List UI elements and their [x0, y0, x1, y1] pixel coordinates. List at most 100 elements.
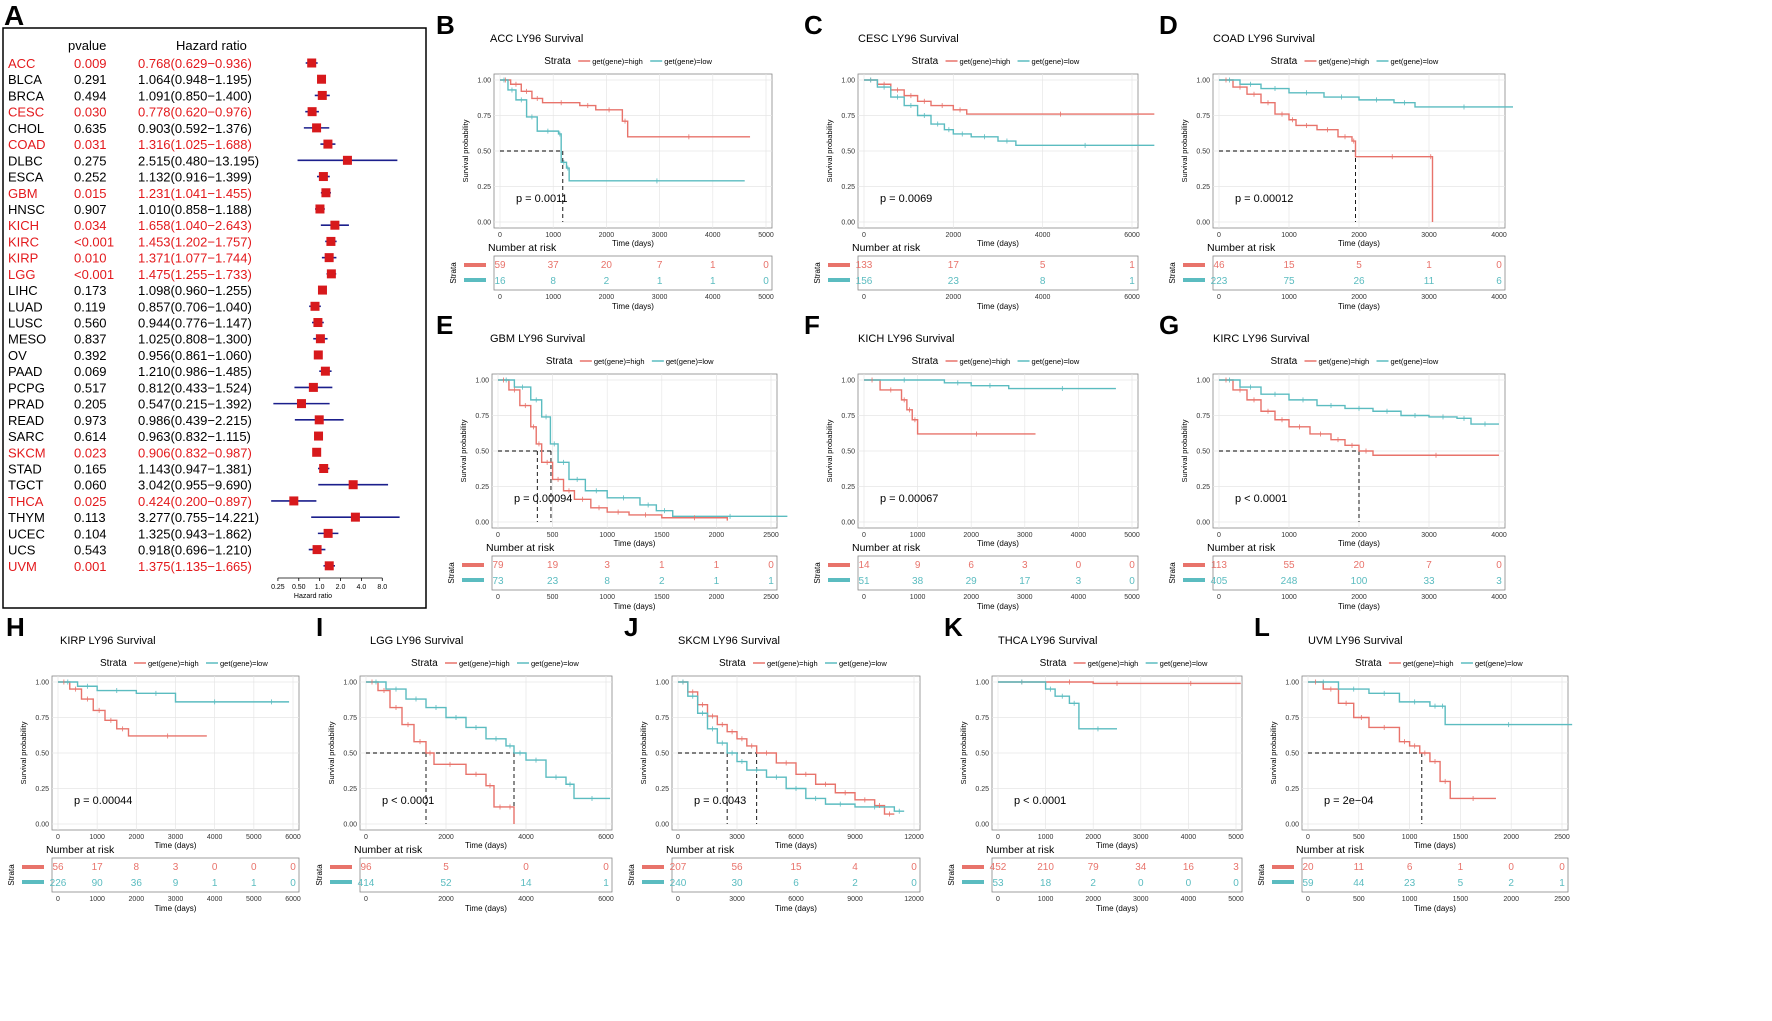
legend-low-label: get(gene)=low — [666, 357, 714, 366]
hr-marker — [307, 58, 317, 68]
forest-row: THCA 0.025 0.424(0.200−0.897) — [8, 494, 317, 509]
y-tick-label: 0.75 — [655, 715, 669, 722]
hr-cell: 0.547(0.215−1.392) — [138, 397, 252, 412]
risk-high-swatch — [828, 563, 850, 567]
risk-x-tick-label: 0 — [1217, 294, 1221, 301]
forest-row: LGG <0.001 1.475(1.255−1.733) — [8, 267, 337, 282]
forest-row: SKCM 0.023 0.906(0.832−0.987) — [8, 445, 322, 460]
hr-marker — [315, 204, 325, 214]
x-tick-label: 1500 — [1453, 834, 1469, 841]
km-title: KIRP LY96 Survival — [60, 635, 156, 647]
risk-x-tick-label: 0 — [1306, 896, 1310, 903]
risk-x-tick-label: 0 — [498, 294, 502, 301]
hr-cell: 0.956(0.861−1.060) — [138, 348, 252, 363]
hr-marker — [315, 334, 325, 344]
cancer-name: OV — [8, 348, 27, 363]
risk-low-count: 2 — [1090, 878, 1096, 889]
y-axis-label: Survival probability — [327, 721, 336, 784]
km-curve-low — [864, 379, 1116, 390]
x-tick-label: 1000 — [910, 532, 926, 539]
risk-x-axis-label: Time (days) — [465, 904, 507, 913]
y-tick-label: 0.75 — [35, 715, 49, 722]
forest-row: BRCA 0.494 1.091(0.850−1.400) — [8, 88, 330, 103]
y-tick-label: 0.25 — [477, 184, 491, 191]
risk-x-tick-label: 1000 — [1038, 896, 1054, 903]
legend-high-label: get(gene)=high — [1403, 659, 1454, 668]
risk-x-tick-label: 4000 — [1035, 294, 1051, 301]
y-tick-label: 0.75 — [343, 715, 357, 722]
x-axis-label: Time (days) — [1338, 539, 1380, 548]
risk-low-count: 0 — [1233, 878, 1239, 889]
pvalue-cell: 0.973 — [74, 413, 107, 428]
km-panel-k: K THCA LY96 Survival Strata get(gene)=high g… — [944, 612, 1244, 913]
forest-row: READ 0.973 0.986(0.439−2.215) — [8, 413, 344, 428]
panel-label: L — [1254, 612, 1270, 642]
p-value: p = 0.0069 — [880, 193, 932, 205]
x-tick-label: 2000 — [129, 834, 145, 841]
risk-x-tick-label: 2000 — [1351, 294, 1367, 301]
hr-cell: 1.658(1.040−2.643) — [138, 218, 252, 233]
y-tick-label: 0.75 — [1196, 413, 1210, 420]
risk-high-count: 1 — [1426, 260, 1432, 271]
risk-high-count: 0 — [290, 862, 296, 873]
hr-cell: 1.453(1.202−1.757) — [138, 234, 252, 249]
hr-marker — [314, 431, 324, 441]
forest-row: LIHC 0.173 1.098(0.960−1.255) — [8, 283, 327, 298]
panel-label: F — [804, 310, 820, 340]
risk-x-tick-label: 3000 — [1421, 294, 1437, 301]
risk-low-count: 6 — [793, 878, 799, 889]
risk-high-count: 59 — [494, 260, 506, 271]
risk-x-tick-label: 2000 — [963, 594, 979, 601]
x-tick-label: 2000 — [946, 232, 962, 239]
hr-cell: 1.010(0.858−1.188) — [138, 202, 252, 217]
hr-cell: 3.042(0.955−9.690) — [138, 478, 252, 493]
x-tick-label: 6000 — [598, 834, 614, 841]
x-tick-label: 4000 — [1071, 532, 1087, 539]
x-tick-label: 4000 — [518, 834, 534, 841]
risk-high-count: 0 — [1508, 862, 1514, 873]
risk-high-count: 0 — [911, 862, 917, 873]
forest-row: DLBC 0.275 2.515(0.480−13.195) — [8, 153, 398, 168]
risk-x-tick-label: 3000 — [652, 294, 668, 301]
x-tick-label: 9000 — [847, 834, 863, 841]
legend-title: Strata — [1271, 356, 1298, 367]
risk-x-axis-label: Time (days) — [614, 602, 656, 611]
x-axis-label: Time (days) — [1096, 841, 1138, 850]
risk-high-swatch — [462, 563, 484, 567]
y-tick-label: 0.25 — [841, 184, 855, 191]
cancer-name: ESCA — [8, 170, 44, 185]
pvalue-cell: 0.614 — [74, 429, 107, 444]
risk-low-swatch — [464, 278, 486, 282]
risk-x-tick-label: 1500 — [654, 594, 670, 601]
legend-low-label: get(gene)=low — [1032, 357, 1080, 366]
forest-axis: 0.25 0.50 1.0 2.0 4.0 8.0 — [271, 577, 387, 591]
hr-cell: 1.210(0.986−1.485) — [138, 364, 252, 379]
risk-high-count: 0 — [1496, 260, 1502, 271]
legend-low-label: get(gene)=low — [1391, 57, 1439, 66]
x-tick-label: 0 — [496, 532, 500, 539]
hr-marker — [312, 545, 322, 555]
pvalue-cell: 0.907 — [74, 202, 107, 217]
legend-high-label: get(gene)=high — [592, 57, 643, 66]
risk-low-count: 6 — [1496, 276, 1502, 287]
cancer-name: ACC — [8, 56, 35, 71]
hr-cell: 1.316(1.025−1.688) — [138, 137, 252, 152]
x-tick-label: 3000 — [168, 834, 184, 841]
hr-cell: 0.857(0.706−1.040) — [138, 299, 252, 314]
risk-low-count: 9 — [173, 878, 179, 889]
x-tick-label: 2000 — [1351, 532, 1367, 539]
pvalue-cell: 0.560 — [74, 316, 107, 331]
p-value: p = 0.00044 — [74, 795, 132, 807]
risk-x-tick-label: 2500 — [1554, 896, 1570, 903]
pvalue-header: pvalue — [68, 38, 106, 53]
risk-low-count: 23 — [547, 576, 559, 587]
pvalue-cell: 0.104 — [74, 526, 107, 541]
km-curve-low — [498, 379, 788, 518]
cancer-name: LUAD — [8, 299, 43, 314]
forest-row: UCS 0.543 0.918(0.696−1.210) — [8, 543, 326, 558]
x-tick-label: 4000 — [1035, 232, 1051, 239]
risk-low-count: 248 — [1281, 576, 1298, 587]
km-curve-high — [498, 379, 729, 521]
risk-low-count: 223 — [1211, 276, 1228, 287]
hr-cell: 0.778(0.620−0.976) — [138, 105, 252, 120]
